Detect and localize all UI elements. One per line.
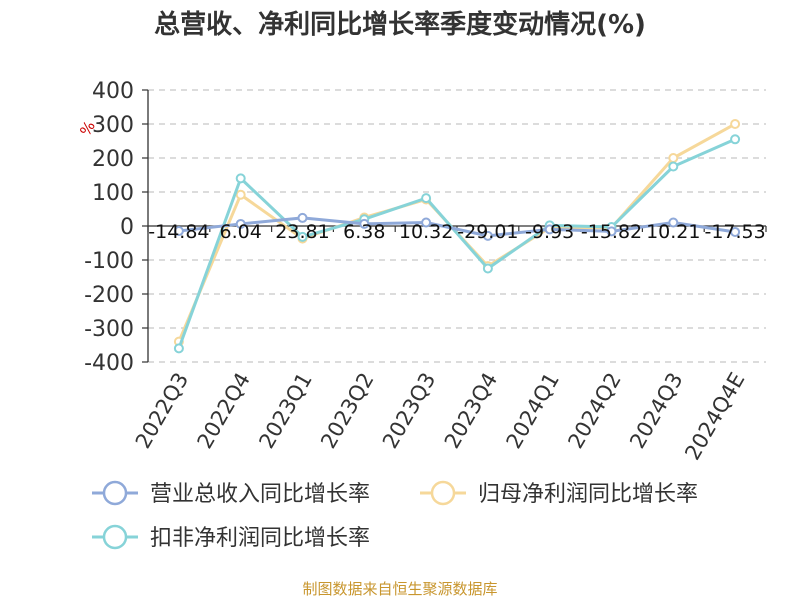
source-note: 制图数据来自恒生聚源数据库 — [302, 580, 497, 598]
data-label: 10.32 — [399, 221, 453, 243]
series-line — [177, 137, 736, 349]
data-point — [421, 193, 432, 204]
legend-label: 归母净利润同比增长率 — [478, 482, 698, 507]
legend-label: 营业总收入同比增长率 — [150, 482, 370, 507]
legend-label: 扣非净利润同比增长率 — [150, 526, 370, 551]
data-label: -17.53 — [704, 221, 765, 243]
data-point — [173, 226, 184, 237]
x-tick-label: 2022Q4 — [193, 369, 255, 453]
gridlines — [148, 89, 766, 363]
data-point — [668, 217, 679, 228]
x-tick-label: 2023Q2 — [316, 369, 378, 453]
y-tick-label: 100 — [92, 181, 134, 206]
legend-swatch-marker — [430, 480, 456, 506]
data-point — [235, 218, 246, 229]
x-tick-label: 2024Q4E — [680, 369, 749, 465]
x-tick-label: 2023Q3 — [378, 368, 440, 452]
x-tick-label: 2024Q3 — [625, 369, 687, 453]
series-line — [178, 216, 736, 238]
data-label: 10.21 — [646, 221, 700, 243]
x-tick-label: 2023Q4 — [440, 369, 502, 453]
legend-item[interactable]: 扣非净利润同比增长率 — [92, 524, 370, 551]
data-point — [606, 226, 617, 237]
data-point — [235, 173, 246, 184]
data-point — [482, 263, 493, 274]
y-tick-label: -300 — [84, 317, 134, 342]
data-point — [730, 226, 741, 237]
data-labels: -14.84 6.04 23.81 6.38 10.32 -29.01 -9.93 -15.8… — [148, 221, 765, 243]
x-axis-ticks: 2022Q3 2022Q4 2023Q1 2023Q2 2023Q3 2023Q4 2024… — [131, 226, 767, 465]
data-label: -29.01 — [457, 221, 518, 243]
data-point — [235, 189, 246, 200]
data-point — [730, 119, 741, 129]
data-point — [668, 161, 679, 172]
y-tick-label: -400 — [84, 351, 134, 376]
data-label: -15.82 — [581, 221, 642, 243]
data-point — [297, 212, 308, 223]
x-tick-label: 2024Q2 — [563, 369, 625, 453]
series-lines — [173, 119, 741, 354]
data-point — [421, 217, 432, 228]
x-tick-label: 2022Q3 — [131, 369, 193, 453]
chart-title: 总营收、净利同比增长率季度变动情况(%) — [154, 9, 646, 40]
data-point — [359, 218, 370, 229]
legend-swatch-marker — [102, 480, 128, 506]
data-point — [297, 231, 308, 242]
data-point — [173, 343, 184, 354]
data-label: 6.04 — [220, 221, 262, 243]
legend-item[interactable]: 归母净利润同比增长率 — [420, 480, 698, 507]
x-tick-label: 2023Q1 — [254, 369, 316, 453]
data-point — [668, 153, 679, 163]
x-tick-label: 2024Q1 — [502, 369, 564, 453]
y-tick-label: -100 — [84, 249, 134, 274]
y-tick-label: -200 — [84, 283, 134, 308]
y-axis-ticks: 400 300 200 100 0 -100 -200 -300 -400 — [84, 79, 148, 376]
data-label: 6.38 — [343, 221, 385, 243]
y-tick-label: 400 — [92, 79, 134, 104]
data-point — [482, 230, 493, 241]
data-label: -14.84 — [148, 221, 209, 243]
legend-item[interactable]: 营业总收入同比增长率 — [92, 480, 370, 507]
data-label: 23.81 — [275, 221, 329, 243]
y-tick-label: 300 — [92, 113, 134, 138]
data-point — [544, 224, 555, 235]
y-tick-label: 0 — [120, 215, 134, 240]
data-label: -9.93 — [525, 221, 574, 243]
legend-swatch-marker — [102, 524, 128, 550]
data-point — [730, 134, 741, 145]
y-tick-label: 200 — [92, 147, 134, 172]
